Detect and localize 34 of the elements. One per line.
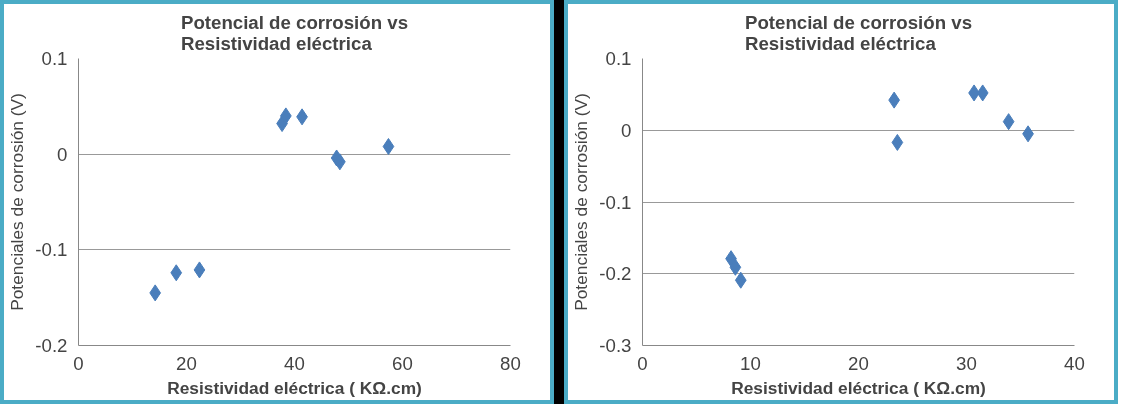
point <box>382 138 395 156</box>
y-tick-label: 0.1 <box>41 48 68 69</box>
x-tick-label: 0 <box>637 352 648 374</box>
x-tick-label: 30 <box>956 352 977 374</box>
point <box>149 284 162 302</box>
x-tick-label: 0 <box>73 352 84 374</box>
y-axis-title: Potenciales de corrosión (V) <box>7 93 28 311</box>
y-tick-label: -0.1 <box>599 191 632 213</box>
x-tick-label: 20 <box>848 352 869 374</box>
x-tick-label: 40 <box>284 352 305 374</box>
x-axis-title: Resistividad eléctrica ( KΩ.cm) <box>167 377 422 398</box>
x-tick-label: 80 <box>500 352 521 374</box>
y-tick-label: -0.1 <box>35 239 68 261</box>
point <box>729 258 742 276</box>
y-axis-title: Potenciales de corrosión (V) <box>571 93 592 311</box>
x-tick-label: 10 <box>740 352 761 374</box>
y-tick-label: 0 <box>621 119 632 141</box>
chart-title: Potencial de corrosión vs Resistividad eléctrica <box>744 11 973 54</box>
x-tick-label: 60 <box>392 352 413 374</box>
x-tick-label: 20 <box>176 352 197 374</box>
point <box>734 271 747 289</box>
chart-title: Potencial de corrosión vs Resistividad eléctrica <box>180 11 409 54</box>
x-tick-label: 40 <box>1064 352 1085 374</box>
point <box>193 261 206 279</box>
point <box>1002 113 1015 131</box>
y-tick-label: -0.2 <box>35 335 68 356</box>
y-tick-label: 0.1 <box>605 48 632 69</box>
y-tick-label: 0 <box>57 143 68 165</box>
x-axis-title: Resistividad eléctrica ( KΩ.cm) <box>731 377 986 398</box>
point <box>170 264 183 282</box>
point <box>891 133 904 151</box>
y-tick-label: -0.2 <box>599 263 632 285</box>
point <box>976 84 989 102</box>
y-tick-label: -0.3 <box>599 335 632 356</box>
